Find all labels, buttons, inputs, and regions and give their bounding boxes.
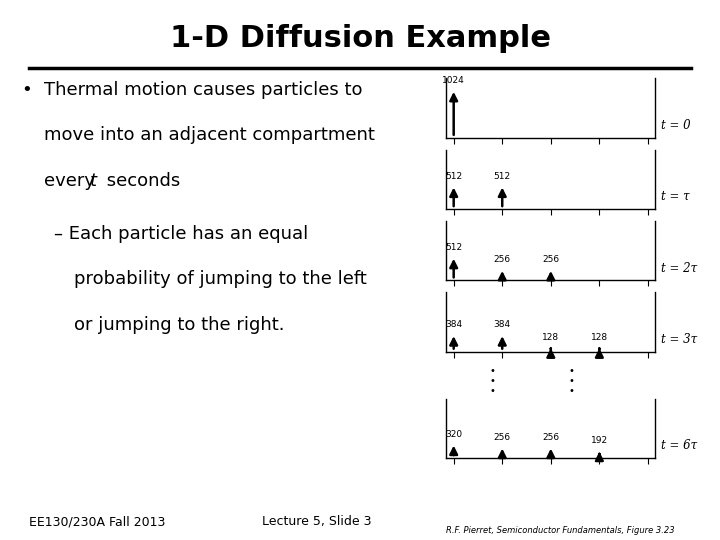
Text: or jumping to the right.: or jumping to the right. <box>74 315 284 334</box>
Text: 512: 512 <box>445 243 462 252</box>
Text: 128: 128 <box>542 333 559 342</box>
Text: t: t <box>90 172 97 190</box>
Text: t = 0: t = 0 <box>661 119 690 132</box>
Text: •: • <box>569 366 575 376</box>
Text: 128: 128 <box>591 333 608 342</box>
Text: 256: 256 <box>542 255 559 264</box>
Text: Lecture 5, Slide 3: Lecture 5, Slide 3 <box>262 515 372 528</box>
Text: – Each particle has an equal: – Each particle has an equal <box>54 225 308 243</box>
Text: 512: 512 <box>494 172 510 181</box>
Text: R.F. Pierret, Semiconductor Fundamentals, Figure 3.23: R.F. Pierret, Semiconductor Fundamentals… <box>446 525 675 535</box>
Text: •: • <box>22 81 32 99</box>
Text: •: • <box>490 366 495 376</box>
Text: 1024: 1024 <box>442 76 465 85</box>
Text: probability of jumping to the left: probability of jumping to the left <box>74 270 366 288</box>
Text: 1-D Diffusion Example: 1-D Diffusion Example <box>169 24 551 53</box>
Text: 384: 384 <box>445 320 462 329</box>
Text: •: • <box>490 386 495 396</box>
Text: every: every <box>44 172 101 190</box>
Text: 512: 512 <box>445 172 462 181</box>
Text: 192: 192 <box>591 436 608 445</box>
Text: EE130/230A Fall 2013: EE130/230A Fall 2013 <box>29 515 165 528</box>
Text: 256: 256 <box>494 433 510 442</box>
Text: Thermal motion causes particles to: Thermal motion causes particles to <box>44 81 362 99</box>
Text: t = 3τ: t = 3τ <box>661 333 697 346</box>
Text: t = 6τ: t = 6τ <box>661 439 697 452</box>
Text: •: • <box>490 376 495 386</box>
Text: t = 2τ: t = 2τ <box>661 261 697 274</box>
Text: 256: 256 <box>542 433 559 442</box>
Text: seconds: seconds <box>102 172 181 190</box>
Text: move into an adjacent compartment: move into an adjacent compartment <box>44 126 374 144</box>
Text: 256: 256 <box>494 255 510 264</box>
Text: •: • <box>569 386 575 396</box>
Text: •: • <box>569 376 575 386</box>
Text: 320: 320 <box>445 430 462 439</box>
Text: 384: 384 <box>494 320 510 329</box>
Text: t = τ: t = τ <box>661 190 690 203</box>
